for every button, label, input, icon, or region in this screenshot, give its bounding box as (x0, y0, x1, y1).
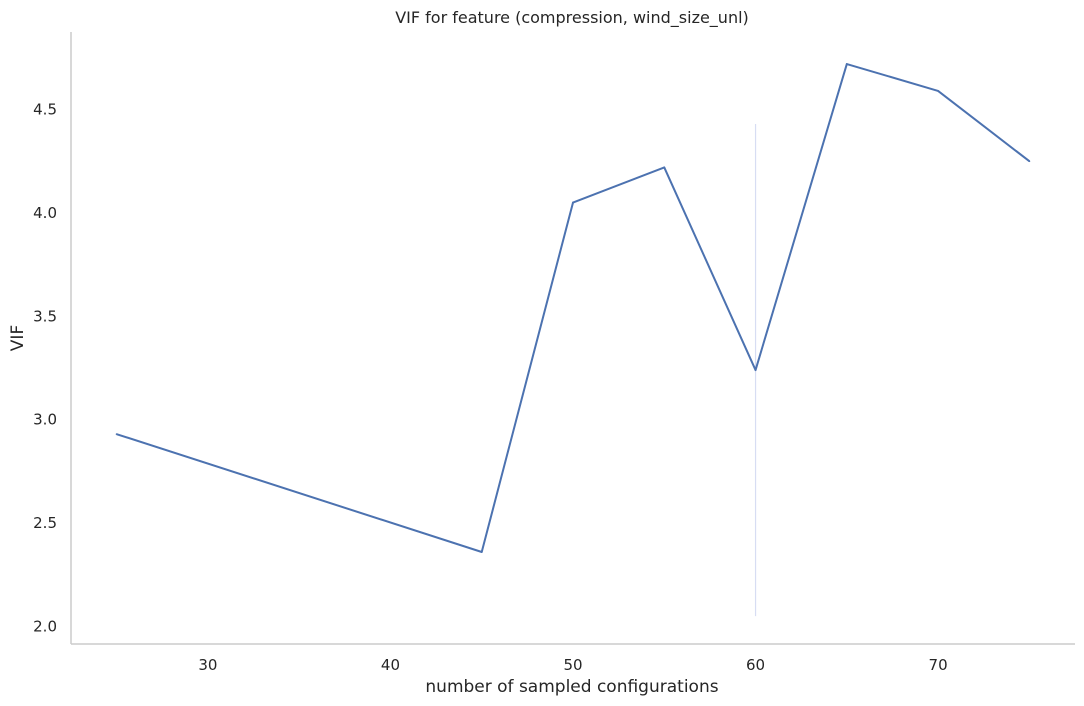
axes (70, 32, 1075, 645)
x-tick-label: 70 (929, 656, 948, 674)
vif-series-line (116, 63, 1030, 553)
x-tick-label: 30 (198, 656, 217, 674)
x-tick-label: 60 (746, 656, 765, 674)
y-tick-label: 4.5 (33, 101, 57, 119)
y-tick-label: 4.0 (33, 204, 57, 222)
y-tick-label: 2.0 (33, 617, 57, 635)
x-tick-label: 50 (563, 656, 582, 674)
data-point (937, 90, 939, 92)
data-point (845, 63, 848, 65)
chart-title: VIF for feature (compression, wind_size_… (395, 8, 749, 28)
y-tick-label: 3.5 (33, 307, 57, 325)
tick-layer: 30 40 50 60 70 2.0 2.5 3.0 3.5 4.0 4.5 (33, 101, 947, 674)
data-point (754, 369, 757, 371)
data-point (115, 433, 118, 436)
data-point (480, 551, 483, 553)
data-point (572, 201, 574, 204)
y-axis-title: VIF (8, 325, 28, 351)
x-tick-label: 40 (381, 656, 400, 674)
y-tick-label: 3.0 (33, 411, 57, 429)
x-axis-title: number of sampled configurations (425, 677, 718, 697)
y-tick-label: 2.5 (33, 514, 57, 532)
data-point (1028, 160, 1031, 163)
data-point (663, 166, 666, 169)
series-layer (115, 63, 1031, 553)
